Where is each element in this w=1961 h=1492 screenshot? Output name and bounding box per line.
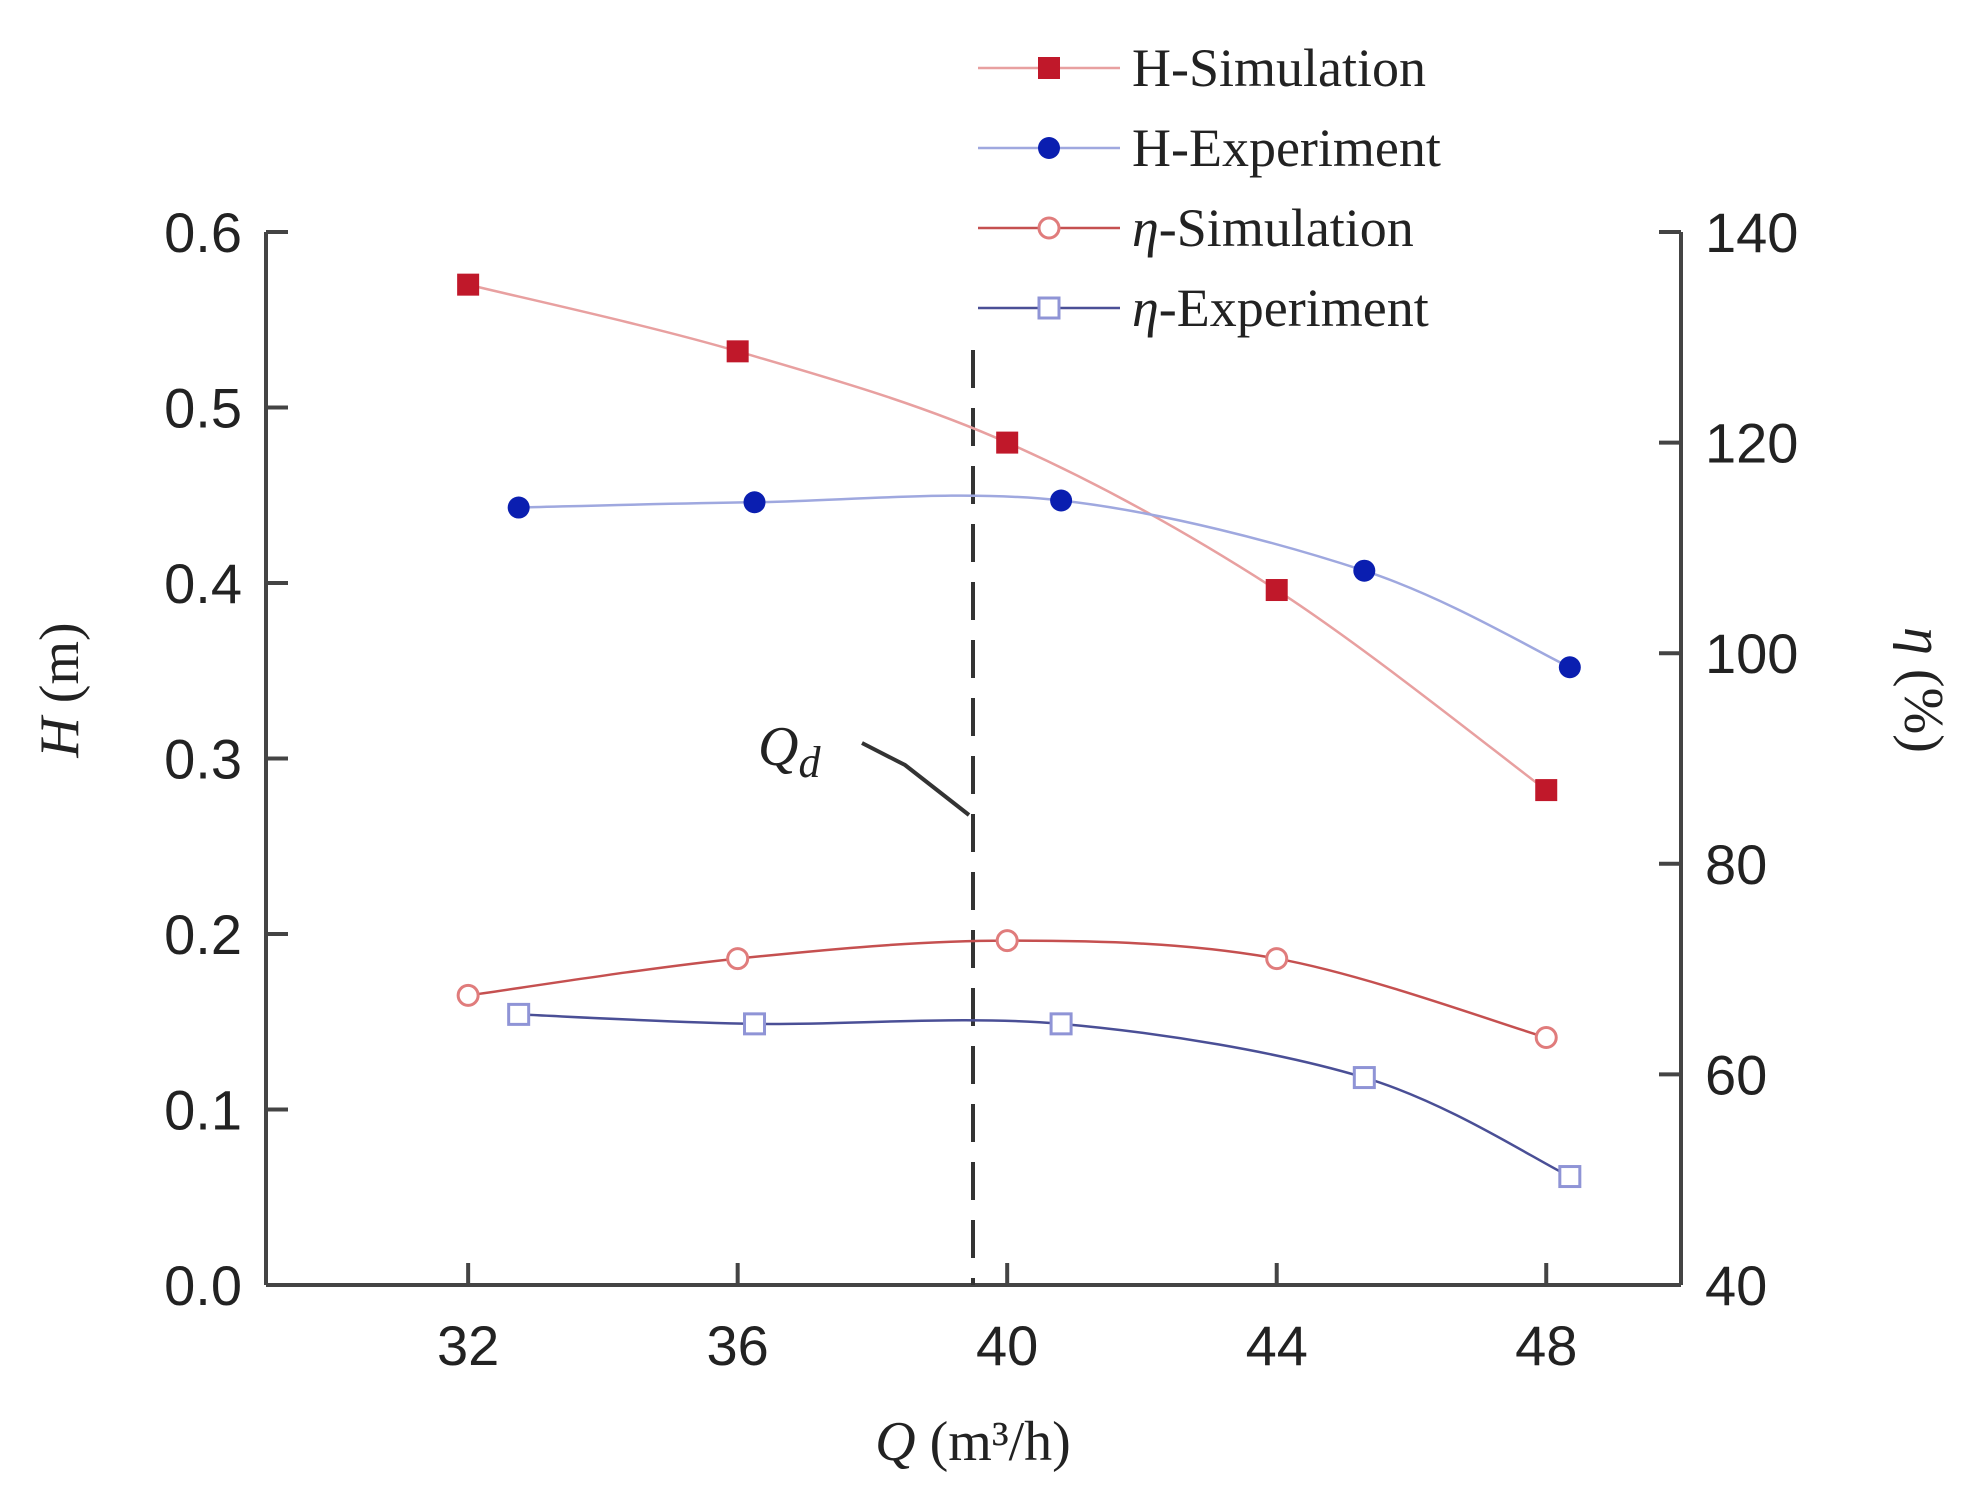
- data-point-h-simulation: [1265, 579, 1288, 602]
- left-y-tick-label: 0.6: [164, 201, 242, 264]
- legend-entry-eta-simulation: η-Simulation: [978, 198, 1414, 258]
- legend-label-symbol: η: [1132, 278, 1159, 338]
- data-point-eta-experiment: [743, 1012, 767, 1036]
- data-point-eta-simulation: [1534, 1026, 1558, 1050]
- legend-marker-eta-simulation: [1037, 216, 1061, 240]
- right-y-axis-symbol: η: [1892, 627, 1954, 655]
- data-point-h-experiment: [1050, 489, 1073, 512]
- series-eta-simulation: [456, 929, 1558, 1050]
- x-tick-label: 40: [976, 1314, 1038, 1377]
- design-flow-label: Qd: [758, 716, 821, 787]
- legend-entry-eta-experiment: η-Experiment: [978, 278, 1429, 338]
- data-point-eta-simulation: [995, 929, 1019, 953]
- x-tick-label: 36: [707, 1314, 769, 1377]
- left-y-tick-label: 0.3: [164, 728, 242, 791]
- data-point-h-simulation: [457, 273, 480, 296]
- legend-label-eta-experiment: η-Experiment: [1132, 278, 1429, 338]
- data-point-eta-simulation: [1265, 947, 1289, 971]
- legend-marker-h-simulation: [1038, 57, 1060, 79]
- legend-entry-h-experiment: H-Experiment: [978, 118, 1441, 178]
- data-point-eta-simulation: [726, 947, 750, 971]
- data-point-h-experiment: [1353, 559, 1376, 582]
- data-point-eta-experiment: [1352, 1066, 1376, 1090]
- legend-marker-eta-experiment: [1037, 296, 1061, 320]
- data-point-h-experiment: [1558, 656, 1581, 679]
- right-y-tick-label: 100: [1705, 622, 1798, 685]
- data-point-eta-experiment: [1049, 1012, 1073, 1036]
- design-flow-subscript: d: [798, 738, 821, 787]
- data-point-eta-experiment: [1558, 1165, 1582, 1189]
- x-tick-label: 32: [437, 1314, 499, 1377]
- data-point-h-simulation: [726, 340, 749, 363]
- x-axis-symbol: Q: [875, 1411, 915, 1473]
- legend-label-rest: -Experiment: [1159, 278, 1429, 338]
- legend-label-eta-simulation: η-Simulation: [1132, 198, 1414, 258]
- right-y-tick-label: 40: [1705, 1254, 1767, 1317]
- left-y-tick-label: 0.5: [164, 377, 242, 440]
- legend-label-symbol: η: [1132, 198, 1159, 258]
- left-y-tick-label: 0.2: [164, 903, 242, 966]
- series-h-experiment: [507, 489, 1581, 679]
- right-y-axis-title: η (%): [1892, 627, 1954, 753]
- legend: H-SimulationH-Experimentη-Simulationη-Ex…: [978, 38, 1441, 338]
- right-y-tick-label: 60: [1705, 1043, 1767, 1106]
- left-y-axis-unit: (m): [29, 622, 91, 717]
- left-y-tick-label: 0.4: [164, 552, 242, 615]
- right-y-tick-label: 80: [1705, 833, 1767, 896]
- series-line-eta-simulation: [467, 939, 1547, 1039]
- legend-label-rest: -Simulation: [1159, 198, 1414, 258]
- ticks: 32 36 40 44 48 0.0 0.1 0.2 0.3 0.4 0.5 0.6 40 60 80 100…: [164, 201, 1798, 1377]
- x-tick-label: 44: [1246, 1314, 1308, 1377]
- left-y-tick-label: 0.0: [164, 1254, 242, 1317]
- left-y-tick-label: 0.1: [164, 1079, 242, 1142]
- series-line-eta-experiment: [518, 1013, 1571, 1178]
- x-axis-title: Q (m³/h): [875, 1411, 1071, 1473]
- data-point-h-simulation: [996, 431, 1019, 454]
- left-y-axis-title: H (m): [29, 622, 91, 758]
- x-tick-label: 48: [1515, 1314, 1577, 1377]
- legend-marker-h-experiment: [1038, 137, 1060, 159]
- data-point-eta-simulation: [456, 983, 480, 1007]
- legend-entry-h-simulation: H-Simulation: [978, 38, 1426, 98]
- right-y-tick-label: 140: [1705, 201, 1798, 264]
- series-eta-experiment: [507, 1002, 1582, 1189]
- data-point-h-experiment: [743, 491, 766, 514]
- right-y-tick-label: 120: [1705, 412, 1798, 475]
- right-y-axis-unit: (%): [1892, 655, 1954, 753]
- data-point-h-experiment: [507, 496, 530, 519]
- series-line-h-experiment: [518, 494, 1571, 669]
- left-y-axis-symbol: H: [29, 715, 91, 759]
- series-line-h-simulation: [467, 283, 1547, 792]
- data-point-eta-experiment: [507, 1002, 531, 1026]
- x-axis-unit: (m³/h): [916, 1411, 1071, 1473]
- design-flow-leader: [861, 741, 971, 817]
- series-h-simulation: [457, 273, 1558, 802]
- legend-label-h-experiment: H-Experiment: [1132, 118, 1441, 178]
- data-point-h-simulation: [1535, 779, 1558, 802]
- legend-label-h-simulation: H-Simulation: [1132, 38, 1426, 98]
- series-layer: [456, 273, 1582, 1189]
- design-flow-symbol: Q: [758, 716, 798, 778]
